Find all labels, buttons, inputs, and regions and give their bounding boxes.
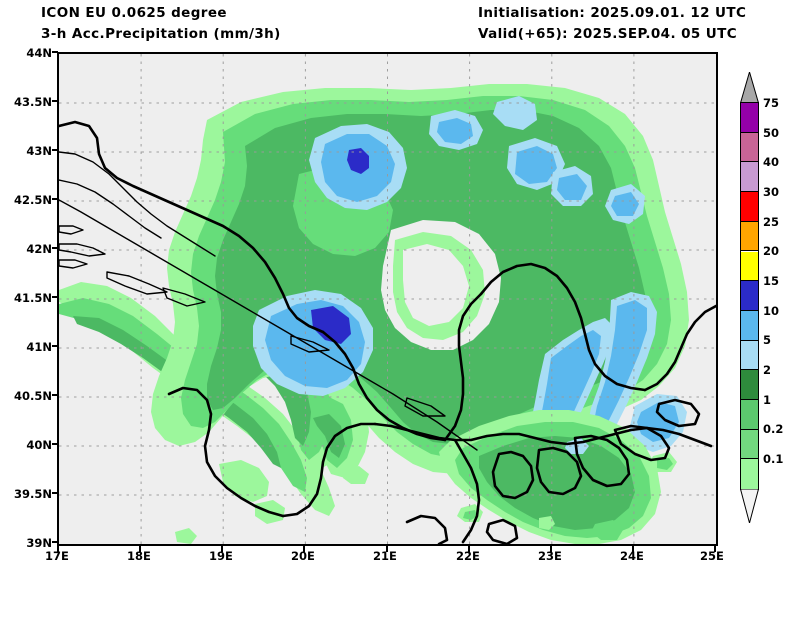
lat-label-41.5N: 41.5N — [14, 291, 52, 305]
lon-tick-20E — [303, 546, 305, 552]
lat-tick-39.5N — [52, 492, 58, 494]
colorbar-label-75: 75 — [763, 96, 780, 110]
colorbar-band-20-25 — [741, 221, 758, 252]
lat-label-43.5N: 43.5N — [14, 95, 52, 109]
model-name-label: ICON EU 0.0625 degree — [41, 5, 227, 21]
colorbar-band-15-20 — [741, 251, 758, 282]
colorbar-label-30: 30 — [763, 185, 780, 199]
lat-tick-40.5N — [52, 394, 58, 396]
field-name-label: 3-h Acc.Precipitation (mm/3h) — [41, 26, 281, 42]
lat-label-40N: 40N — [26, 438, 52, 452]
lon-tick-19E — [221, 546, 223, 552]
lon-label-19E: 19E — [209, 549, 233, 563]
lat-tick-42.5N — [52, 198, 58, 200]
lat-label-41N: 41N — [26, 340, 52, 354]
colorbar-label-15: 15 — [763, 274, 780, 288]
colorbar-label-50: 50 — [763, 126, 780, 140]
colorbar-label-20: 20 — [763, 244, 780, 258]
colorbar-band-0.1-0.2 — [741, 429, 758, 460]
colorbar-label-40: 40 — [763, 155, 780, 169]
lat-tick-39N — [52, 541, 58, 543]
lon-tick-18E — [139, 546, 141, 552]
lat-label-40.5N: 40.5N — [14, 389, 52, 403]
lon-label-22E: 22E — [456, 549, 480, 563]
lon-tick-21E — [386, 546, 388, 552]
lat-label-39.5N: 39.5N — [14, 487, 52, 501]
lat-label-39N: 39N — [26, 536, 52, 550]
colorbar-label-1: 1 — [763, 393, 772, 407]
colorbar-label-0.2: 0.2 — [763, 422, 784, 436]
colorbar-band-40-50 — [741, 132, 758, 163]
colorbar-over-arrow — [740, 72, 759, 103]
colorbar-band-25-30 — [741, 192, 758, 222]
lon-label-20E: 20E — [291, 549, 315, 563]
colorbar — [740, 102, 759, 490]
lon-label-25E: 25E — [700, 549, 724, 563]
colorbar-label-25: 25 — [763, 215, 780, 229]
lon-tick-22E — [468, 546, 470, 552]
colorbar-band-below-0.1 — [741, 459, 758, 489]
lon-label-24E: 24E — [620, 549, 644, 563]
lon-tick-25E — [714, 546, 716, 552]
precipitation-field — [59, 54, 716, 544]
lon-label-18E: 18E — [127, 549, 151, 563]
colorbar-band-0.2-1 — [741, 400, 758, 430]
colorbar-band-1-2 — [741, 370, 758, 400]
lon-label-21E: 21E — [373, 549, 397, 563]
colorbar-under-arrow — [740, 489, 759, 523]
colorbar-band-50-75 — [741, 103, 758, 133]
lon-label-17E: 17E — [45, 549, 69, 563]
colorbar-band-10-15 — [741, 281, 758, 311]
lat-label-42.5N: 42.5N — [14, 193, 52, 207]
colorbar-label-0.1: 0.1 — [763, 452, 784, 466]
lat-label-42N: 42N — [26, 242, 52, 256]
valid-time-label: Valid(+65): 2025.SEP.04. 05 UTC — [478, 26, 738, 42]
lat-tick-43.5N — [52, 100, 58, 102]
lat-tick-42N — [52, 247, 58, 249]
lon-tick-24E — [632, 546, 634, 552]
lat-tick-41.5N — [52, 296, 58, 298]
initialisation-label: Initialisation: 2025.09.01. 12 UTC — [478, 5, 747, 21]
lat-tick-44N — [52, 51, 58, 53]
lat-tick-43N — [52, 149, 58, 151]
lat-tick-41N — [52, 345, 58, 347]
lon-tick-23E — [550, 546, 552, 552]
lon-tick-17E — [57, 546, 59, 552]
map-plot-area — [57, 52, 718, 546]
lat-label-43N: 43N — [26, 144, 52, 158]
lat-tick-40N — [52, 443, 58, 445]
colorbar-band-5-10 — [741, 310, 758, 341]
colorbar-label-10: 10 — [763, 304, 780, 318]
lat-label-44N: 44N — [26, 46, 52, 60]
lon-label-23E: 23E — [538, 549, 562, 563]
colorbar-label-2: 2 — [763, 363, 772, 377]
colorbar-band-30-40 — [741, 162, 758, 193]
colorbar-band-2-5 — [741, 340, 758, 371]
colorbar-label-5: 5 — [763, 333, 772, 347]
